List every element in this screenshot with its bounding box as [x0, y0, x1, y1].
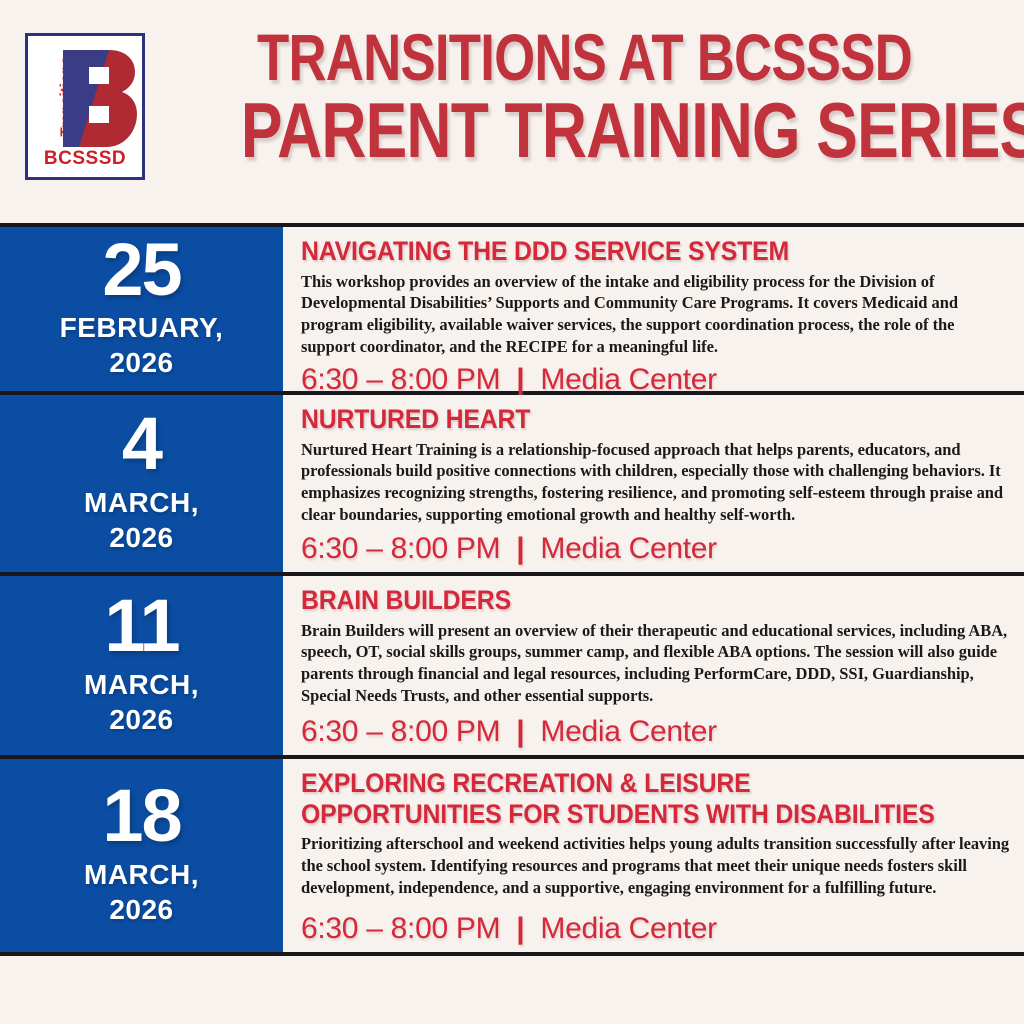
logo-frame: Transitions BCSSSD [25, 33, 145, 180]
session-title: NURTURED HEART [301, 404, 531, 434]
poster-title-line-2: PARENT TRAINING SERIES [240, 85, 1024, 174]
poster-title-line-1: TRANSITIONS AT BCSSSD [257, 20, 913, 94]
session-year: 2026 [109, 893, 174, 925]
session-month: MARCH, [84, 858, 199, 890]
session-location: Media Center [540, 715, 717, 748]
session-time: 6:30 – 8:00 PM [301, 912, 501, 945]
session-list: 25 FEBRUARY, 2026 NAVIGATING THE DDD SER… [0, 223, 1024, 956]
poster-title-block: TRANSITIONS AT BCSSSD PARENT TRAINING SE… [155, 20, 1024, 174]
row-divider-bottom [0, 952, 1024, 956]
session-day: 18 [102, 774, 182, 858]
logo-letter-b-icon [59, 48, 137, 149]
session-description: Prioritizing afterschool and weekend act… [301, 834, 1010, 897]
session-info-block: NURTURED HEART Nurtured Heart Training i… [283, 395, 1024, 572]
session-month: MARCH, [84, 668, 199, 700]
row-divider [0, 391, 1024, 395]
bcsssd-logo: Transitions BCSSSD [25, 33, 145, 180]
session-meta: 6:30 – 8:00 PM | Media Center [301, 527, 1010, 566]
session-date-block: 11 MARCH, 2026 [0, 576, 283, 755]
session-date-block: 18 MARCH, 2026 [0, 759, 283, 952]
session-date-block: 4 MARCH, 2026 [0, 395, 283, 572]
session-time: 6:30 – 8:00 PM [301, 363, 501, 397]
session-date-block: 25 FEBRUARY, 2026 [0, 227, 283, 391]
session-description: Brain Builders will present an overview … [301, 620, 1008, 706]
session-row[interactable]: 25 FEBRUARY, 2026 NAVIGATING THE DDD SER… [0, 227, 1024, 396]
row-divider-top [0, 223, 1024, 227]
session-info-block: EXPLORING RECREATION & LEISURE OPPORTUNI… [283, 759, 1024, 952]
session-time: 6:30 – 8:00 PM [301, 532, 501, 565]
session-meta-separator: | [516, 532, 525, 565]
session-info-block: BRAIN BUILDERS Brain Builders will prese… [283, 576, 1024, 755]
session-day: 25 [102, 227, 182, 311]
session-meta: 6:30 – 8:00 PM | Media Center [301, 907, 1010, 946]
session-meta-separator: | [516, 715, 525, 748]
session-day: 4 [121, 402, 163, 486]
poster-header: Transitions BCSSSD TRANSITIONS AT B [0, 0, 1024, 223]
session-meta: 6:30 – 8:00 PM | Media Center [301, 710, 1010, 749]
session-day: 11 [104, 584, 180, 668]
session-time: 6:30 – 8:00 PM [301, 715, 501, 748]
logo-bcsssd-label: BCSSSD [43, 148, 127, 169]
session-row[interactable]: 11 MARCH, 2026 BRAIN BUILDERS Brain Buil… [0, 576, 1024, 755]
session-description: Nurtured Heart Training is a relationshi… [301, 439, 1004, 525]
session-title: BRAIN BUILDERS [301, 585, 511, 615]
row-divider [0, 755, 1024, 759]
session-month: MARCH, [84, 486, 199, 518]
session-month: FEBRUARY, [59, 312, 224, 344]
session-year: 2026 [109, 347, 174, 379]
session-year: 2026 [109, 521, 174, 553]
session-location: Media Center [540, 363, 717, 397]
row-divider [0, 572, 1024, 576]
session-meta-separator: | [516, 912, 525, 945]
session-description: This workshop provides an overview of th… [301, 271, 958, 357]
session-location: Media Center [540, 532, 717, 565]
session-info-block: NAVIGATING THE DDD SERVICE SYSTEM This w… [283, 227, 1024, 396]
session-year: 2026 [109, 703, 174, 735]
session-meta-separator: | [516, 363, 525, 397]
session-title: EXPLORING RECREATION & LEISURE OPPORTUNI… [301, 768, 935, 829]
session-meta: 6:30 – 8:00 PM | Media Center [301, 358, 1010, 397]
session-location: Media Center [540, 912, 717, 945]
session-title: NAVIGATING THE DDD SERVICE SYSTEM [301, 236, 790, 266]
session-row[interactable]: 18 MARCH, 2026 EXPLORING RECREATION & LE… [0, 759, 1024, 952]
session-row[interactable]: 4 MARCH, 2026 NURTURED HEART Nurtured He… [0, 395, 1024, 572]
poster-footer-space [0, 956, 1024, 1016]
